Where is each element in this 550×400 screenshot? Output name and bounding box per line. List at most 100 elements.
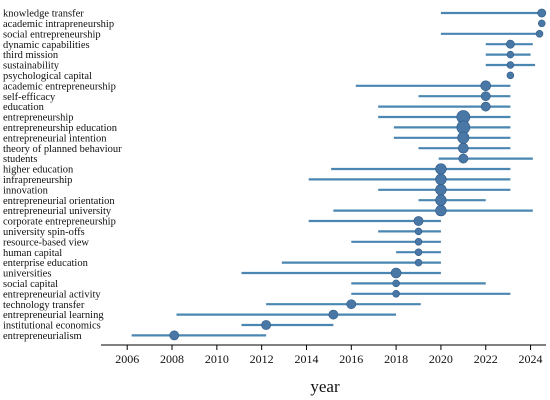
term-row: knowledge transfer bbox=[3, 9, 547, 20]
term-row: resource-based view bbox=[3, 237, 441, 248]
term-row: institutional economics bbox=[3, 320, 334, 332]
term-peak-point bbox=[435, 184, 447, 196]
term-label: theory of planned behaviour bbox=[3, 144, 122, 155]
term-label: sustainability bbox=[3, 61, 60, 72]
term-label: entrepreneurship education bbox=[3, 123, 118, 134]
term-peak-point bbox=[346, 299, 357, 310]
term-label: resource-based view bbox=[3, 237, 89, 248]
term-label: entrepreneurialism bbox=[3, 331, 82, 342]
x-tick-label: 2014 bbox=[294, 352, 318, 366]
term-row: universities bbox=[3, 267, 441, 280]
term-row: university spin-offs bbox=[3, 227, 441, 238]
term-row: academic entrepreneurship bbox=[3, 80, 511, 92]
term-label: dynamic capabilities bbox=[3, 40, 90, 51]
x-tick-label: 2020 bbox=[429, 352, 453, 366]
term-peak-point bbox=[480, 91, 491, 102]
term-label: institutional economics bbox=[3, 321, 101, 332]
term-label: technology transfer bbox=[3, 300, 85, 311]
term-peak-point bbox=[506, 61, 515, 69]
term-row: psychological capital bbox=[3, 71, 515, 82]
term-label: education bbox=[3, 102, 45, 113]
term-peak-point bbox=[414, 238, 423, 246]
term-label: university spin-offs bbox=[3, 227, 85, 238]
x-tick-label: 2018 bbox=[384, 352, 408, 366]
term-row: sustainability bbox=[3, 61, 536, 72]
term-row: entrepreneurship education bbox=[3, 120, 511, 135]
term-row: higher education bbox=[3, 163, 511, 176]
term-label: entrepreneurial activity bbox=[3, 289, 101, 300]
x-tick-label: 2008 bbox=[160, 352, 184, 366]
term-row: entrepreneurialism bbox=[3, 330, 267, 342]
term-peak-point bbox=[457, 131, 470, 144]
term-peak-point bbox=[506, 71, 515, 80]
x-axis-title: year bbox=[310, 377, 340, 396]
term-peak-point bbox=[261, 320, 272, 330]
term-row: theory of planned behaviour bbox=[3, 142, 511, 155]
term-peak-point bbox=[535, 30, 544, 38]
term-peak-point bbox=[392, 279, 400, 288]
term-peak-point bbox=[413, 216, 424, 226]
term-label: entrepreneurial orientation bbox=[3, 196, 115, 207]
x-tick-label: 2024 bbox=[519, 352, 543, 366]
term-peak-point bbox=[328, 309, 339, 320]
term-label: academic intrapreneurship bbox=[3, 19, 114, 30]
term-row: entrepreneurial intention bbox=[3, 131, 511, 144]
term-peak-point bbox=[458, 142, 469, 154]
term-peak-point bbox=[480, 80, 492, 92]
term-peak-point bbox=[538, 19, 546, 28]
term-label: human capital bbox=[3, 248, 62, 259]
term-peak-point bbox=[390, 267, 402, 279]
term-row: third mission bbox=[3, 50, 531, 61]
term-row: innovation bbox=[3, 184, 511, 196]
term-peak-point bbox=[480, 101, 491, 112]
term-peak-point bbox=[435, 204, 447, 217]
term-peak-point bbox=[435, 194, 447, 206]
term-label: corporate entrepreneurship bbox=[3, 217, 116, 228]
term-row: academic intrapreneurship bbox=[3, 19, 546, 30]
x-tick-label: 2016 bbox=[339, 352, 363, 366]
term-row: entrepreneurial learning bbox=[3, 309, 397, 321]
term-row: entrepreneurial activity bbox=[3, 289, 511, 300]
term-row: corporate entrepreneurship bbox=[3, 216, 441, 228]
term-label: knowledge transfer bbox=[3, 9, 84, 20]
term-label: enterprise education bbox=[3, 258, 89, 269]
term-peak-point bbox=[169, 330, 180, 341]
term-label: third mission bbox=[3, 50, 59, 61]
term-row: technology transfer bbox=[3, 299, 421, 311]
term-label: academic entrepreneurship bbox=[3, 81, 116, 92]
term-label: entrepreneurial learning bbox=[3, 310, 104, 321]
term-row: social capital bbox=[3, 279, 486, 290]
term-label: students bbox=[3, 154, 37, 165]
term-row: entrepreneurship bbox=[3, 110, 511, 124]
term-peak-point bbox=[435, 163, 447, 175]
term-label: entrepreneurial intention bbox=[3, 133, 107, 144]
term-label: psychological capital bbox=[3, 71, 92, 82]
term-row: entrepreneurial university bbox=[3, 204, 533, 217]
x-tick-label: 2006 bbox=[115, 352, 139, 366]
term-peak-point bbox=[414, 227, 423, 236]
term-label: infrapreneurship bbox=[3, 175, 72, 186]
term-peak-point bbox=[458, 153, 469, 164]
term-peak-point bbox=[506, 50, 515, 59]
x-tick-label: 2012 bbox=[250, 352, 274, 366]
x-tick-label: 2010 bbox=[205, 352, 229, 366]
term-label: entrepreneurial university bbox=[3, 206, 112, 217]
term-row: dynamic capabilities bbox=[3, 40, 533, 51]
term-label: social entrepreneurship bbox=[3, 29, 101, 40]
term-row: social entrepreneurship bbox=[3, 29, 544, 40]
term-row: enterprise education bbox=[3, 258, 441, 269]
term-peak-point bbox=[435, 173, 447, 186]
term-row: entrepreneurial orientation bbox=[3, 194, 486, 207]
term-label: higher education bbox=[3, 165, 74, 176]
term-label: universities bbox=[3, 269, 51, 280]
term-peak-point bbox=[414, 258, 423, 267]
term-label: social capital bbox=[3, 279, 58, 290]
term-row: students bbox=[3, 153, 533, 165]
term-label: self-efficacy bbox=[3, 92, 56, 103]
term-row: human capital bbox=[3, 248, 441, 259]
term-peak-point bbox=[414, 248, 423, 256]
term-row: education bbox=[3, 101, 511, 113]
x-tick-label: 2022 bbox=[474, 352, 498, 366]
